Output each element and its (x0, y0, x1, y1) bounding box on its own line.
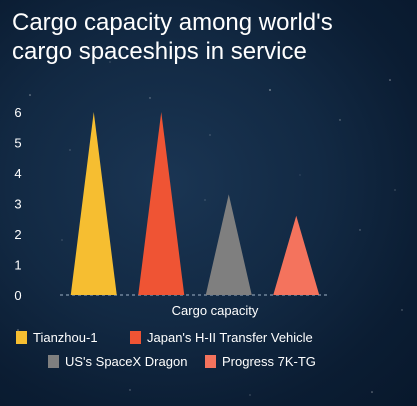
x-axis-label: Cargo capacity (172, 303, 259, 318)
triangle-bar-3 (205, 194, 252, 295)
chart-title: Cargo capacity among world's cargo space… (12, 8, 412, 66)
y-tick-label: 3 (14, 197, 21, 212)
y-tick-label: 5 (14, 136, 21, 151)
y-tick-label: 2 (14, 227, 21, 242)
triangle-bar-4 (273, 215, 320, 295)
y-tick-label: 6 (14, 105, 21, 120)
y-tick-label: 1 (14, 258, 21, 273)
chart-title-line-1: Cargo capacity among world's (12, 9, 333, 36)
y-tick-label: 0 (14, 288, 21, 303)
triangle-bar-2 (138, 112, 185, 295)
y-tick-label: 4 (14, 166, 21, 181)
chart-title-line-2: cargo spaceships in service (12, 38, 307, 65)
triangle-bar-1 (70, 112, 117, 295)
